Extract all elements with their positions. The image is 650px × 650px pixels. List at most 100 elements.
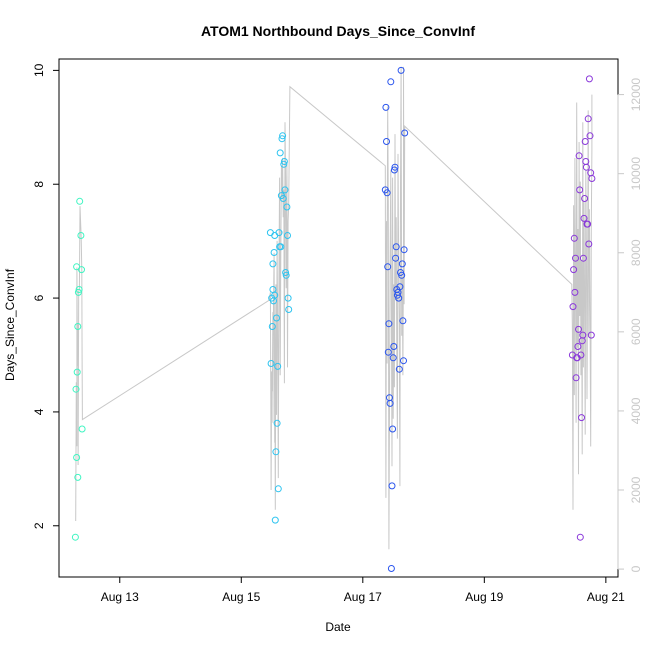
- data-point: [400, 246, 408, 254]
- y-tick-label: 10: [32, 63, 46, 77]
- data-point: [570, 234, 578, 242]
- y2-tick-label: 0: [629, 565, 643, 572]
- data-point: [581, 138, 589, 145]
- data-point: [586, 132, 594, 140]
- data-point: [280, 160, 288, 168]
- y-tick-label: 4: [32, 408, 46, 415]
- data-point: [392, 243, 400, 251]
- data-point: [388, 482, 396, 490]
- x-tick-label: Aug 15: [222, 590, 260, 604]
- y-axis-label: Days_Since_ConvInf: [3, 268, 17, 381]
- data-point: [387, 78, 395, 86]
- data-point: [569, 303, 577, 311]
- data-point: [398, 271, 406, 279]
- x-tick-label: Aug 21: [587, 590, 625, 604]
- data-point: [270, 249, 278, 256]
- data-point: [279, 132, 287, 140]
- x-tick-label: Aug 17: [344, 590, 382, 604]
- y-tick-label: 6: [32, 294, 46, 301]
- data-point: [397, 66, 405, 74]
- data-point: [271, 291, 279, 299]
- y2-tick-label: 8000: [629, 239, 643, 266]
- data-point: [579, 254, 587, 262]
- data-point: [267, 360, 275, 367]
- data-point: [74, 323, 82, 330]
- y-axis: 2 4 6 8 10: [32, 63, 59, 529]
- data-point: [284, 294, 292, 302]
- data-point: [401, 129, 409, 137]
- data-point: [390, 343, 398, 350]
- data-point: [74, 473, 82, 481]
- x-tick-label: Aug 13: [101, 590, 139, 604]
- data-point: [71, 533, 79, 541]
- y-tick-label: 2: [32, 522, 46, 529]
- data-point: [578, 414, 585, 422]
- data-point: [574, 343, 582, 350]
- data-point: [280, 158, 288, 165]
- data-point: [278, 135, 286, 143]
- data-point: [576, 533, 584, 541]
- data-point: [391, 163, 399, 171]
- data-point: [385, 320, 393, 328]
- data-point: [389, 354, 397, 362]
- data-point: [396, 283, 404, 291]
- data-point: [395, 294, 403, 302]
- data-point: [581, 195, 589, 202]
- data-point: [77, 232, 85, 239]
- data-point: [74, 288, 82, 296]
- x-axis-label: Date: [325, 620, 351, 634]
- data-point: [282, 271, 290, 279]
- data-point: [577, 351, 585, 359]
- data-point: [400, 357, 407, 365]
- y2-tick-label: 2000: [629, 476, 643, 503]
- data-point: [273, 314, 280, 322]
- data-point: [572, 254, 579, 262]
- data-point: [575, 325, 582, 333]
- data-point: [277, 243, 285, 251]
- x-axis: Aug 13 Aug 15 Aug 17 Aug 19 Aug 21: [101, 576, 625, 604]
- chart-title: ATOM1 Northbound Days_Since_ConvInf: [201, 23, 475, 39]
- data-point: [572, 374, 580, 382]
- data-point: [398, 260, 406, 268]
- data-point: [389, 425, 397, 433]
- y2-tick-label: 10000: [629, 157, 643, 191]
- data-point: [584, 220, 592, 228]
- x-tick-label: Aug 19: [465, 590, 503, 604]
- grey-line-layer: [75, 66, 593, 550]
- data-point: [588, 175, 596, 182]
- data-point: [274, 485, 282, 493]
- data-point: [395, 365, 403, 373]
- data-point: [582, 163, 590, 171]
- data-point: [585, 75, 593, 83]
- data-point: [392, 254, 400, 262]
- data-point: [283, 203, 291, 211]
- data-point: [587, 331, 595, 339]
- data-point: [268, 323, 276, 330]
- data-point: [285, 306, 293, 313]
- data-point: [274, 362, 282, 370]
- data-point: [571, 288, 579, 296]
- data-point: [73, 263, 81, 271]
- grey-trace-line: [75, 66, 593, 550]
- data-point: [382, 103, 390, 111]
- data-point: [73, 368, 81, 376]
- data-point: [585, 240, 593, 248]
- points-layer: [71, 66, 596, 572]
- data-point: [584, 115, 592, 123]
- data-point: [576, 186, 584, 194]
- data-point: [78, 425, 86, 433]
- data-point: [279, 195, 287, 202]
- data-point: [383, 138, 390, 145]
- data-point: [579, 331, 587, 339]
- data-point: [271, 516, 279, 524]
- plot-frame: [58, 58, 619, 578]
- data-point: [266, 229, 274, 237]
- data-point: [72, 385, 80, 393]
- y2-tick-label: 12000: [629, 78, 643, 112]
- data-point: [387, 565, 395, 572]
- data-point: [75, 286, 83, 293]
- data-point: [271, 232, 279, 239]
- data-point: [386, 399, 394, 407]
- data-point: [570, 266, 578, 274]
- data-point: [384, 348, 392, 356]
